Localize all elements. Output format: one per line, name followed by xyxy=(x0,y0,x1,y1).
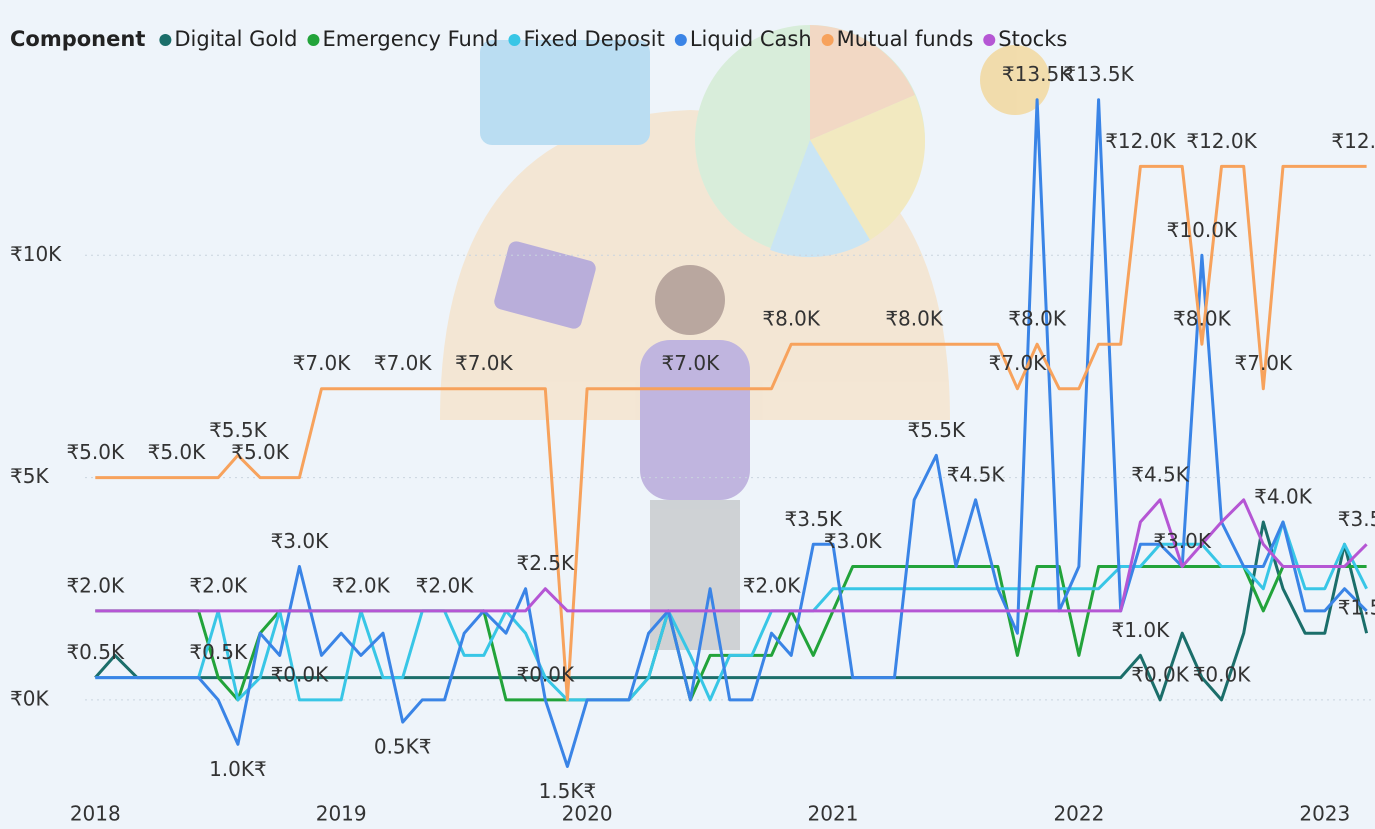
y-tick-label: ₹0K xyxy=(10,686,49,710)
data-label: ₹2.0K xyxy=(416,573,475,597)
data-label: ₹0.5K xyxy=(189,640,248,664)
data-label: 1.5K₹ xyxy=(539,779,597,803)
data-label: ₹1.0K xyxy=(1112,618,1171,642)
data-label: ₹8.0K xyxy=(1173,307,1232,331)
data-label: ₹7.0K xyxy=(293,351,352,375)
data-label: ₹5.0K xyxy=(231,440,290,464)
data-label: ₹0.0K xyxy=(516,662,575,686)
data-label: ₹5.5K xyxy=(209,418,268,442)
x-tick-label: 2018 xyxy=(70,802,121,826)
data-label: ₹3.0K xyxy=(824,529,883,553)
data-label: ₹4.0K xyxy=(1254,485,1313,509)
legend-title: Component xyxy=(10,27,145,51)
x-tick-label: 2020 xyxy=(562,802,613,826)
data-label: ₹7.0K xyxy=(662,351,721,375)
legend-marker xyxy=(822,34,834,46)
data-label: ₹2.5K xyxy=(516,551,575,575)
data-label: ₹1.5K xyxy=(1338,596,1375,620)
data-label: 0.5K₹ xyxy=(374,735,432,759)
legend-marker xyxy=(508,34,520,46)
data-label: ₹5.5K xyxy=(907,418,966,442)
data-label: ₹3.0K xyxy=(1153,529,1212,553)
legend-label: Liquid Cash xyxy=(690,27,812,51)
y-tick-label: ₹5K xyxy=(10,464,49,488)
data-label: ₹2.0K xyxy=(743,573,802,597)
legend-label: Emergency Fund xyxy=(322,27,498,51)
y-tick-label: ₹10K xyxy=(10,242,62,266)
data-label: ₹7.0K xyxy=(1235,351,1294,375)
x-tick-label: 2022 xyxy=(1053,802,1104,826)
data-label: ₹5.0K xyxy=(148,440,207,464)
legend-label: Stocks xyxy=(998,27,1067,51)
legend-marker xyxy=(675,34,687,46)
data-label: ₹7.0K xyxy=(374,351,433,375)
data-label: ₹2.0K xyxy=(189,573,248,597)
data-label: ₹2.0K xyxy=(66,573,125,597)
data-label: ₹12.0K xyxy=(1186,129,1257,153)
data-label: ₹0.0K xyxy=(1131,662,1190,686)
data-label: ₹4.5K xyxy=(1131,462,1190,486)
data-label: ₹4.5K xyxy=(947,462,1006,486)
legend-marker xyxy=(159,34,171,46)
data-label: ₹3.0K xyxy=(271,529,330,553)
data-label: ₹8.0K xyxy=(1008,307,1067,331)
data-label: ₹5.0K xyxy=(66,440,125,464)
data-label: ₹7.0K xyxy=(989,351,1048,375)
data-label: ₹10.0K xyxy=(1167,218,1238,242)
data-label: 1.0K₹ xyxy=(209,757,267,781)
data-label: ₹7.0K xyxy=(455,351,514,375)
data-label: ₹0.5K xyxy=(66,640,125,664)
chart: Component Digital Gold Emergency Fund Fixe… xyxy=(0,0,1375,829)
page: Component Digital Gold Emergency Fund Fixe… xyxy=(0,0,1375,829)
data-label: ₹12.0K xyxy=(1105,129,1176,153)
legend-label: Mutual funds xyxy=(837,27,974,51)
data-label: ₹2.0K xyxy=(332,573,391,597)
data-label: ₹12.0K xyxy=(1331,129,1375,153)
data-label: ₹3.5K xyxy=(785,507,844,531)
legend-label: Fixed Deposit xyxy=(523,27,664,51)
data-label: ₹0.0K xyxy=(1193,662,1252,686)
data-label: ₹8.0K xyxy=(762,307,821,331)
x-tick-label: 2021 xyxy=(808,802,859,826)
legend-marker xyxy=(983,34,995,46)
data-label: ₹13.5K xyxy=(1063,62,1134,86)
data-label: ₹0.0K xyxy=(271,662,330,686)
decor-person-head xyxy=(655,265,725,335)
x-tick-label: 2019 xyxy=(316,802,367,826)
legend-marker xyxy=(307,34,319,46)
x-tick-label: 2023 xyxy=(1299,802,1350,826)
legend-label: Digital Gold xyxy=(174,27,297,51)
data-label: ₹3.5K xyxy=(1338,507,1375,531)
data-label: ₹8.0K xyxy=(885,307,944,331)
decor-card xyxy=(480,40,650,145)
